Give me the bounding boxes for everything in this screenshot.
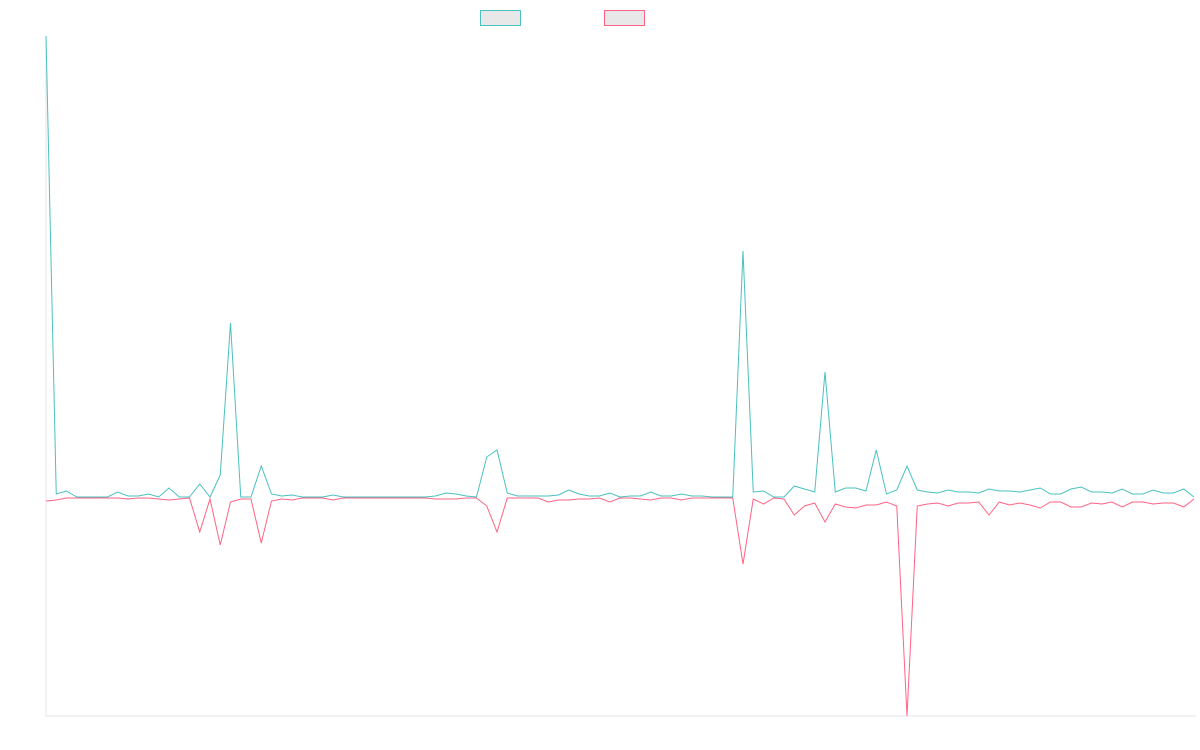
series-line xyxy=(45,497,1195,717)
legend-swatch xyxy=(604,10,645,26)
series-line xyxy=(45,35,1195,498)
legend-swatch xyxy=(480,10,521,26)
